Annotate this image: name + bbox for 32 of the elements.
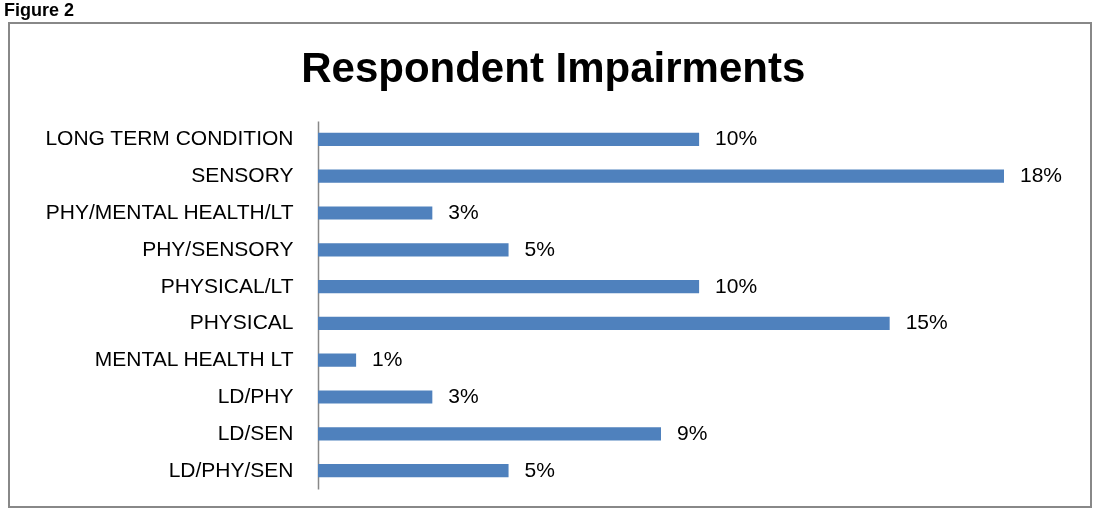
y-tick-label: PHY/MENTAL HEALTH/LT: [45, 200, 294, 223]
y-tick-label: PHYSICAL: [189, 310, 294, 334]
data-label: 5%: [524, 236, 555, 260]
bar: [318, 390, 433, 404]
bar: [318, 427, 661, 441]
bar: [318, 169, 1004, 183]
bar: [318, 353, 357, 367]
bar: [318, 132, 700, 147]
data-label: 5%: [524, 457, 555, 481]
data-label: 10%: [715, 126, 758, 150]
bar: [318, 206, 433, 220]
data-label: 3%: [448, 200, 479, 223]
data-label: 3%: [448, 384, 479, 407]
data-label: 10%: [715, 273, 758, 297]
y-tick-label: LD/PHY/SEN: [168, 457, 294, 481]
y-tick-label: LD/PHY: [217, 384, 294, 407]
y-tick-label: PHY/SENSORY: [142, 236, 294, 260]
y-tick-label: MENTAL HEALTH LT: [94, 347, 294, 371]
bar: [318, 316, 890, 331]
bar: [318, 243, 509, 257]
bar: [318, 279, 700, 294]
data-label: 15%: [905, 310, 948, 334]
y-tick-label: LD/SEN: [217, 420, 294, 444]
caption: Figure 2: [4, 0, 75, 21]
data-label: 1%: [372, 347, 403, 371]
data-label: 9%: [677, 420, 708, 444]
y-tick-label: PHYSICAL/LT: [160, 273, 294, 297]
data-label: 18%: [1020, 163, 1063, 187]
y-tick-label: LONG TERM CONDITION: [45, 126, 294, 150]
chart-title: Respondent Impairments: [301, 44, 806, 91]
y-tick-label: SENSORY: [191, 163, 294, 187]
bar: [318, 463, 509, 478]
